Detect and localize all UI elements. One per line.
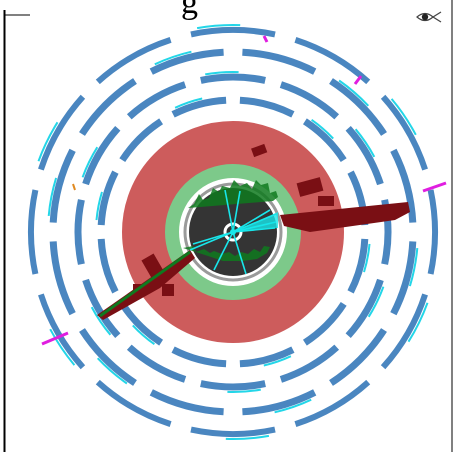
muon-chamber bbox=[97, 170, 119, 226]
muon-chamber bbox=[97, 238, 119, 294]
missing-energy-marks bbox=[41, 35, 447, 346]
header-title-fragment: g bbox=[181, 0, 198, 21]
muon-chamber bbox=[279, 81, 340, 120]
muon-hit bbox=[367, 286, 385, 318]
muon-chamber bbox=[74, 199, 85, 265]
muon-hit bbox=[408, 248, 419, 287]
muon-hit bbox=[96, 357, 128, 385]
muon-chamber bbox=[49, 148, 76, 223]
muon-hit bbox=[407, 302, 429, 343]
muon-chamber bbox=[38, 293, 86, 370]
muon-chamber bbox=[82, 125, 121, 186]
muon-hit bbox=[263, 355, 292, 367]
muon-chamber bbox=[95, 37, 172, 85]
muon-hit bbox=[81, 146, 99, 178]
muon-hit bbox=[205, 71, 239, 76]
muon-chamber bbox=[302, 118, 347, 163]
muon-hit bbox=[225, 434, 270, 440]
muon-hit bbox=[47, 177, 58, 216]
muon-chamber bbox=[126, 81, 187, 120]
muon-chamber bbox=[79, 328, 137, 386]
muon-chamber bbox=[347, 238, 369, 294]
muon-hit bbox=[49, 328, 76, 366]
muon-hit bbox=[90, 306, 112, 336]
muon-chamber bbox=[279, 344, 340, 383]
muon-chamber bbox=[329, 78, 387, 136]
muon-chamber bbox=[239, 96, 295, 118]
muon-hit bbox=[274, 398, 312, 414]
muon-chamber bbox=[200, 73, 266, 84]
muon-hit bbox=[196, 24, 241, 30]
muon-chamber bbox=[79, 78, 137, 136]
muon-hit bbox=[390, 98, 417, 136]
muon-chamber bbox=[171, 96, 227, 118]
muon-chamber bbox=[171, 346, 227, 368]
hcal-ring bbox=[122, 121, 344, 343]
muon-chamber bbox=[345, 125, 384, 186]
muon-chamber bbox=[190, 26, 276, 38]
muon-chamber bbox=[149, 389, 224, 416]
muon-hit bbox=[132, 324, 155, 346]
muon-chamber bbox=[329, 328, 387, 386]
muon-chamber bbox=[82, 278, 121, 339]
muon-chamber bbox=[126, 344, 187, 383]
muon-hit bbox=[95, 191, 103, 221]
muon-hit bbox=[354, 128, 376, 158]
muon-hit bbox=[338, 79, 370, 107]
muon-chamber bbox=[427, 189, 439, 275]
muon-chamber bbox=[242, 48, 317, 75]
muon-chamber bbox=[302, 301, 347, 346]
muon-chamber bbox=[149, 48, 224, 75]
muon-chamber bbox=[239, 346, 295, 368]
muon-chamber bbox=[27, 189, 39, 275]
muon-chamber bbox=[200, 380, 266, 391]
ecal-deposits bbox=[183, 180, 278, 261]
muon-hit bbox=[311, 118, 334, 140]
muon-hit bbox=[174, 97, 203, 109]
jet-right bbox=[280, 202, 410, 232]
muon-hit bbox=[363, 243, 371, 273]
muon-chamber bbox=[190, 426, 276, 438]
muon-chamber bbox=[380, 94, 428, 171]
muon-chamber bbox=[49, 241, 76, 316]
muon-chamber bbox=[345, 278, 384, 339]
muon-chamber bbox=[38, 94, 86, 171]
muon-hit bbox=[227, 388, 261, 393]
muon-chamber bbox=[119, 118, 164, 163]
muon-chamber bbox=[380, 293, 428, 370]
muon-chamber bbox=[390, 148, 417, 223]
muon-hit bbox=[154, 50, 192, 66]
eye-fish-logo-icon[interactable] bbox=[416, 9, 442, 25]
ecal-ring-fill bbox=[165, 164, 301, 300]
muon-chamber bbox=[294, 379, 371, 427]
muon-hit bbox=[37, 121, 59, 162]
muon-chamber bbox=[242, 389, 317, 416]
muon-chamber bbox=[390, 241, 417, 316]
track-fan bbox=[233, 212, 278, 232]
muon-chamber bbox=[95, 379, 172, 427]
muon-chambers-cyan bbox=[37, 24, 429, 440]
muon-chamber bbox=[294, 37, 371, 85]
